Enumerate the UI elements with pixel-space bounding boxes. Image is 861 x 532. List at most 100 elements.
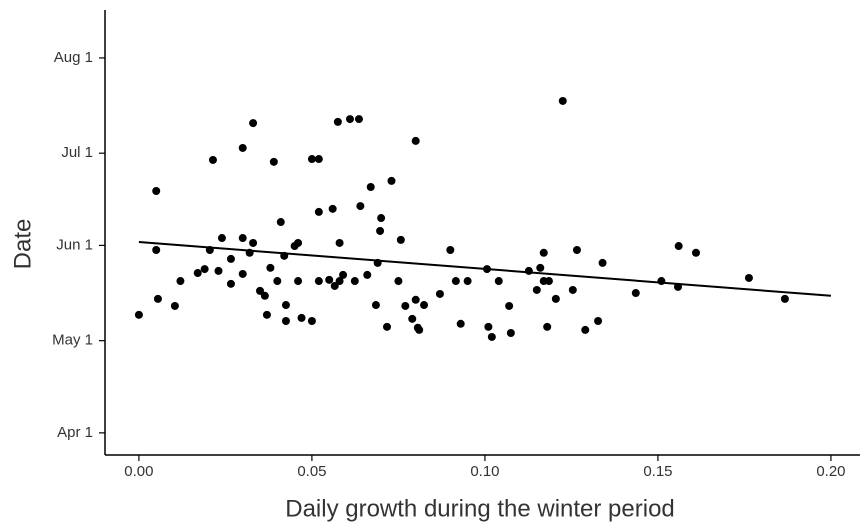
point — [539, 248, 548, 257]
point — [594, 317, 603, 326]
point — [276, 218, 285, 227]
point — [260, 291, 269, 300]
point — [505, 301, 514, 310]
point — [506, 328, 515, 337]
point — [544, 277, 553, 286]
point — [297, 313, 306, 322]
point — [328, 204, 337, 213]
point — [249, 238, 258, 247]
point — [581, 325, 590, 334]
x-tick-label: 0.10 — [470, 463, 499, 480]
point — [176, 277, 185, 286]
point — [330, 281, 339, 290]
point — [744, 273, 753, 282]
point — [451, 277, 460, 286]
point — [314, 277, 323, 286]
point — [543, 322, 552, 331]
point — [354, 115, 363, 124]
point — [487, 332, 496, 341]
point — [314, 155, 323, 164]
point — [266, 263, 275, 272]
point — [226, 279, 235, 288]
point — [494, 277, 503, 286]
point — [238, 234, 247, 243]
point — [350, 277, 359, 286]
point — [217, 234, 226, 243]
point — [200, 265, 209, 274]
point — [780, 294, 789, 303]
point — [631, 289, 640, 298]
point — [691, 248, 700, 257]
y-tick-label: Aug 1 — [54, 49, 93, 66]
point — [294, 238, 303, 247]
point — [214, 266, 223, 275]
point — [226, 254, 235, 263]
point — [532, 285, 541, 294]
point — [335, 277, 344, 286]
point — [446, 246, 455, 255]
point — [273, 277, 282, 286]
x-tick-label: 0.00 — [124, 463, 153, 480]
point — [238, 269, 247, 278]
point — [558, 96, 567, 105]
point — [657, 277, 666, 286]
point — [420, 301, 429, 310]
point — [376, 226, 385, 235]
point — [383, 322, 392, 331]
point — [394, 277, 403, 286]
y-axis-title: Date — [9, 219, 36, 270]
point — [307, 155, 316, 164]
y-tick-label: Jul 1 — [61, 144, 93, 161]
point — [134, 310, 143, 319]
x-axis-title: Daily growth during the winter period — [285, 495, 675, 522]
point — [333, 117, 342, 126]
point — [463, 277, 472, 286]
point — [325, 275, 334, 284]
point — [262, 310, 271, 319]
point — [269, 157, 278, 166]
point — [674, 242, 683, 251]
point — [456, 319, 465, 328]
point — [208, 155, 217, 164]
point — [152, 246, 161, 255]
y-tick-label: May 1 — [52, 332, 93, 349]
point — [387, 176, 396, 185]
point — [411, 136, 420, 145]
point — [345, 115, 354, 124]
point — [307, 317, 316, 326]
point — [356, 202, 365, 211]
point — [411, 295, 420, 304]
point — [536, 263, 545, 272]
point — [371, 301, 380, 310]
point — [401, 301, 410, 310]
point — [435, 289, 444, 298]
point — [314, 207, 323, 216]
point — [524, 266, 533, 275]
point — [294, 277, 303, 286]
point — [484, 322, 493, 331]
point — [281, 301, 290, 310]
point — [568, 285, 577, 294]
point — [572, 246, 581, 255]
x-tick-label: 0.20 — [816, 463, 845, 480]
point — [396, 235, 405, 244]
point — [366, 183, 375, 192]
point — [408, 314, 417, 323]
point — [238, 143, 247, 152]
point — [363, 270, 372, 279]
point — [249, 119, 258, 128]
point — [335, 238, 344, 247]
point — [598, 258, 607, 267]
point — [193, 269, 202, 278]
point — [170, 301, 179, 310]
point — [377, 214, 386, 223]
point — [339, 270, 348, 279]
point — [152, 187, 161, 196]
point — [153, 294, 162, 303]
trend-line — [138, 241, 832, 297]
y-tick-label: Apr 1 — [57, 424, 93, 441]
point — [415, 325, 424, 334]
y-tick-label: Jun 1 — [56, 236, 93, 253]
